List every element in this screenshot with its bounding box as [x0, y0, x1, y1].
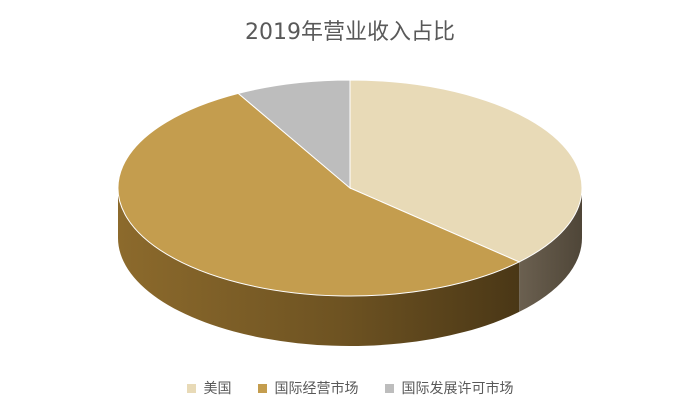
legend-swatch-intl-operated [257, 383, 267, 393]
legend-label-intl-operated: 国际经营市场 [274, 381, 359, 397]
pie-sides [118, 188, 582, 346]
slice-intl-operated-side [118, 188, 520, 346]
slice-us-side [519, 188, 582, 312]
slice-intl-operated [117, 92, 521, 297]
legend: 美国 国际经营市场 国际发展许可市场 [0, 378, 700, 398]
chart-title: 2019年营业收入占比 [245, 20, 455, 45]
legend-label-intl-licensed: 国际发展许可市场 [401, 381, 514, 397]
legend-item-us: 美国 [186, 378, 232, 398]
pie-slices [117, 79, 583, 297]
legend-item-intl-licensed: 国际发展许可市场 [384, 378, 514, 398]
slice-intl-licensed [237, 79, 351, 190]
slice-us [349, 79, 583, 263]
legend-swatch-us [186, 383, 196, 393]
legend-item-intl-operated: 国际经营市场 [257, 378, 359, 398]
legend-label-us: 美国 [203, 381, 232, 397]
legend-swatch-intl-licensed [384, 383, 394, 393]
